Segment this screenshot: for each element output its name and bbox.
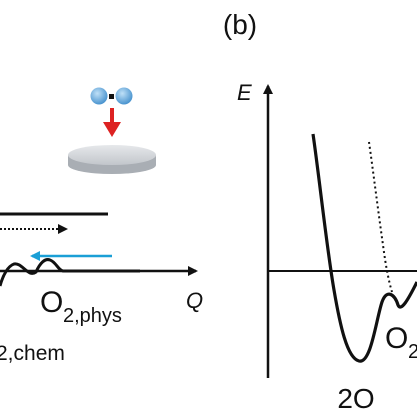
panel-a-x-axis-label: Q <box>186 288 203 313</box>
oxygen-molecule-icon <box>90 87 133 105</box>
panel-a: Q O 2,phys 2,chem <box>0 87 203 365</box>
approach-arrow-icon <box>103 108 121 137</box>
panel-b-y-axis-label: E <box>237 80 252 105</box>
surface-disc-icon <box>68 145 156 174</box>
panel-b-potential-curve <box>311 133 417 363</box>
panel-b: E 2O O 2 <box>237 80 417 414</box>
panel-b-label: (b) <box>223 9 257 40</box>
svg-text:2: 2 <box>408 341 417 363</box>
panel-a-potential-curve <box>0 258 140 287</box>
svg-text:2,phys: 2,phys <box>63 305 122 327</box>
panel-b-dotted-curve <box>368 141 393 293</box>
svg-text:O: O <box>40 286 63 319</box>
svg-text:O: O <box>385 322 408 355</box>
o2-chem-label: 2,chem <box>0 342 65 365</box>
o2-phys-label: O 2,phys <box>40 286 122 327</box>
o2-molecular-label: O 2 <box>385 322 417 363</box>
dissociated-state-label: 2O <box>337 383 374 414</box>
